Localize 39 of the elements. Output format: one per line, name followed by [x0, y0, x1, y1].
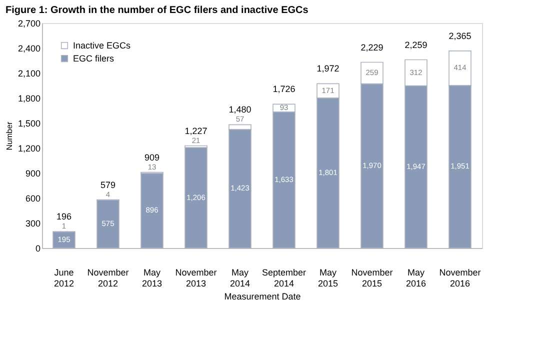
y-tick-label: 1,500: [18, 118, 40, 128]
x-tick-label: June 2012: [54, 268, 74, 288]
chart-title: Figure 1: Growth in the number of EGC filers and inactive EGCs: [5, 5, 309, 16]
legend-label: Inactive EGCs: [73, 40, 132, 50]
x-tick-label: November 2013: [175, 268, 217, 288]
x-axis-title: Measurement Date: [224, 292, 301, 302]
y-tick-label: 1,200: [18, 144, 40, 154]
total-label: 1,227: [184, 126, 208, 136]
x-tick-label: September 2014: [262, 268, 306, 288]
bar: [96, 200, 120, 248]
x-tick-label: May 2013: [142, 268, 162, 288]
y-tick-label: 900: [25, 168, 40, 178]
x-tick-label: November 2016: [439, 268, 481, 288]
y-tick-label: 600: [25, 194, 40, 204]
y-tick-label: 300: [25, 218, 40, 228]
total-label: 1,726: [272, 84, 296, 94]
bar: [140, 172, 164, 248]
x-tick-label: May 2016: [406, 268, 426, 288]
x-tick-label: May 2014: [230, 268, 250, 288]
y-tick-label: 2,700: [18, 18, 40, 28]
x-tick-label: November 2015: [351, 268, 393, 288]
x-tick-label: May 2015: [318, 268, 338, 288]
y-tick-label: 2,100: [18, 68, 40, 78]
total-label: 579: [100, 180, 116, 190]
x-tick-label: November 2012: [87, 268, 129, 288]
y-tick-label: 1,800: [18, 94, 40, 104]
total-label: 1,480: [228, 104, 252, 115]
total-label: 2,229: [360, 42, 384, 52]
total-label: 909: [144, 152, 160, 162]
bar: [52, 231, 76, 248]
total-label: 2,365: [448, 30, 472, 41]
legend-label: EGC filers: [73, 54, 115, 64]
total-label: 1,972: [316, 64, 340, 74]
total-label: 2,259: [404, 40, 428, 50]
total-label: 196: [56, 212, 72, 222]
y-axis-title: Number: [4, 121, 14, 150]
y-tick-label: 0: [35, 244, 40, 254]
y-tick-label: 2,400: [18, 44, 40, 54]
bar: [184, 147, 208, 248]
